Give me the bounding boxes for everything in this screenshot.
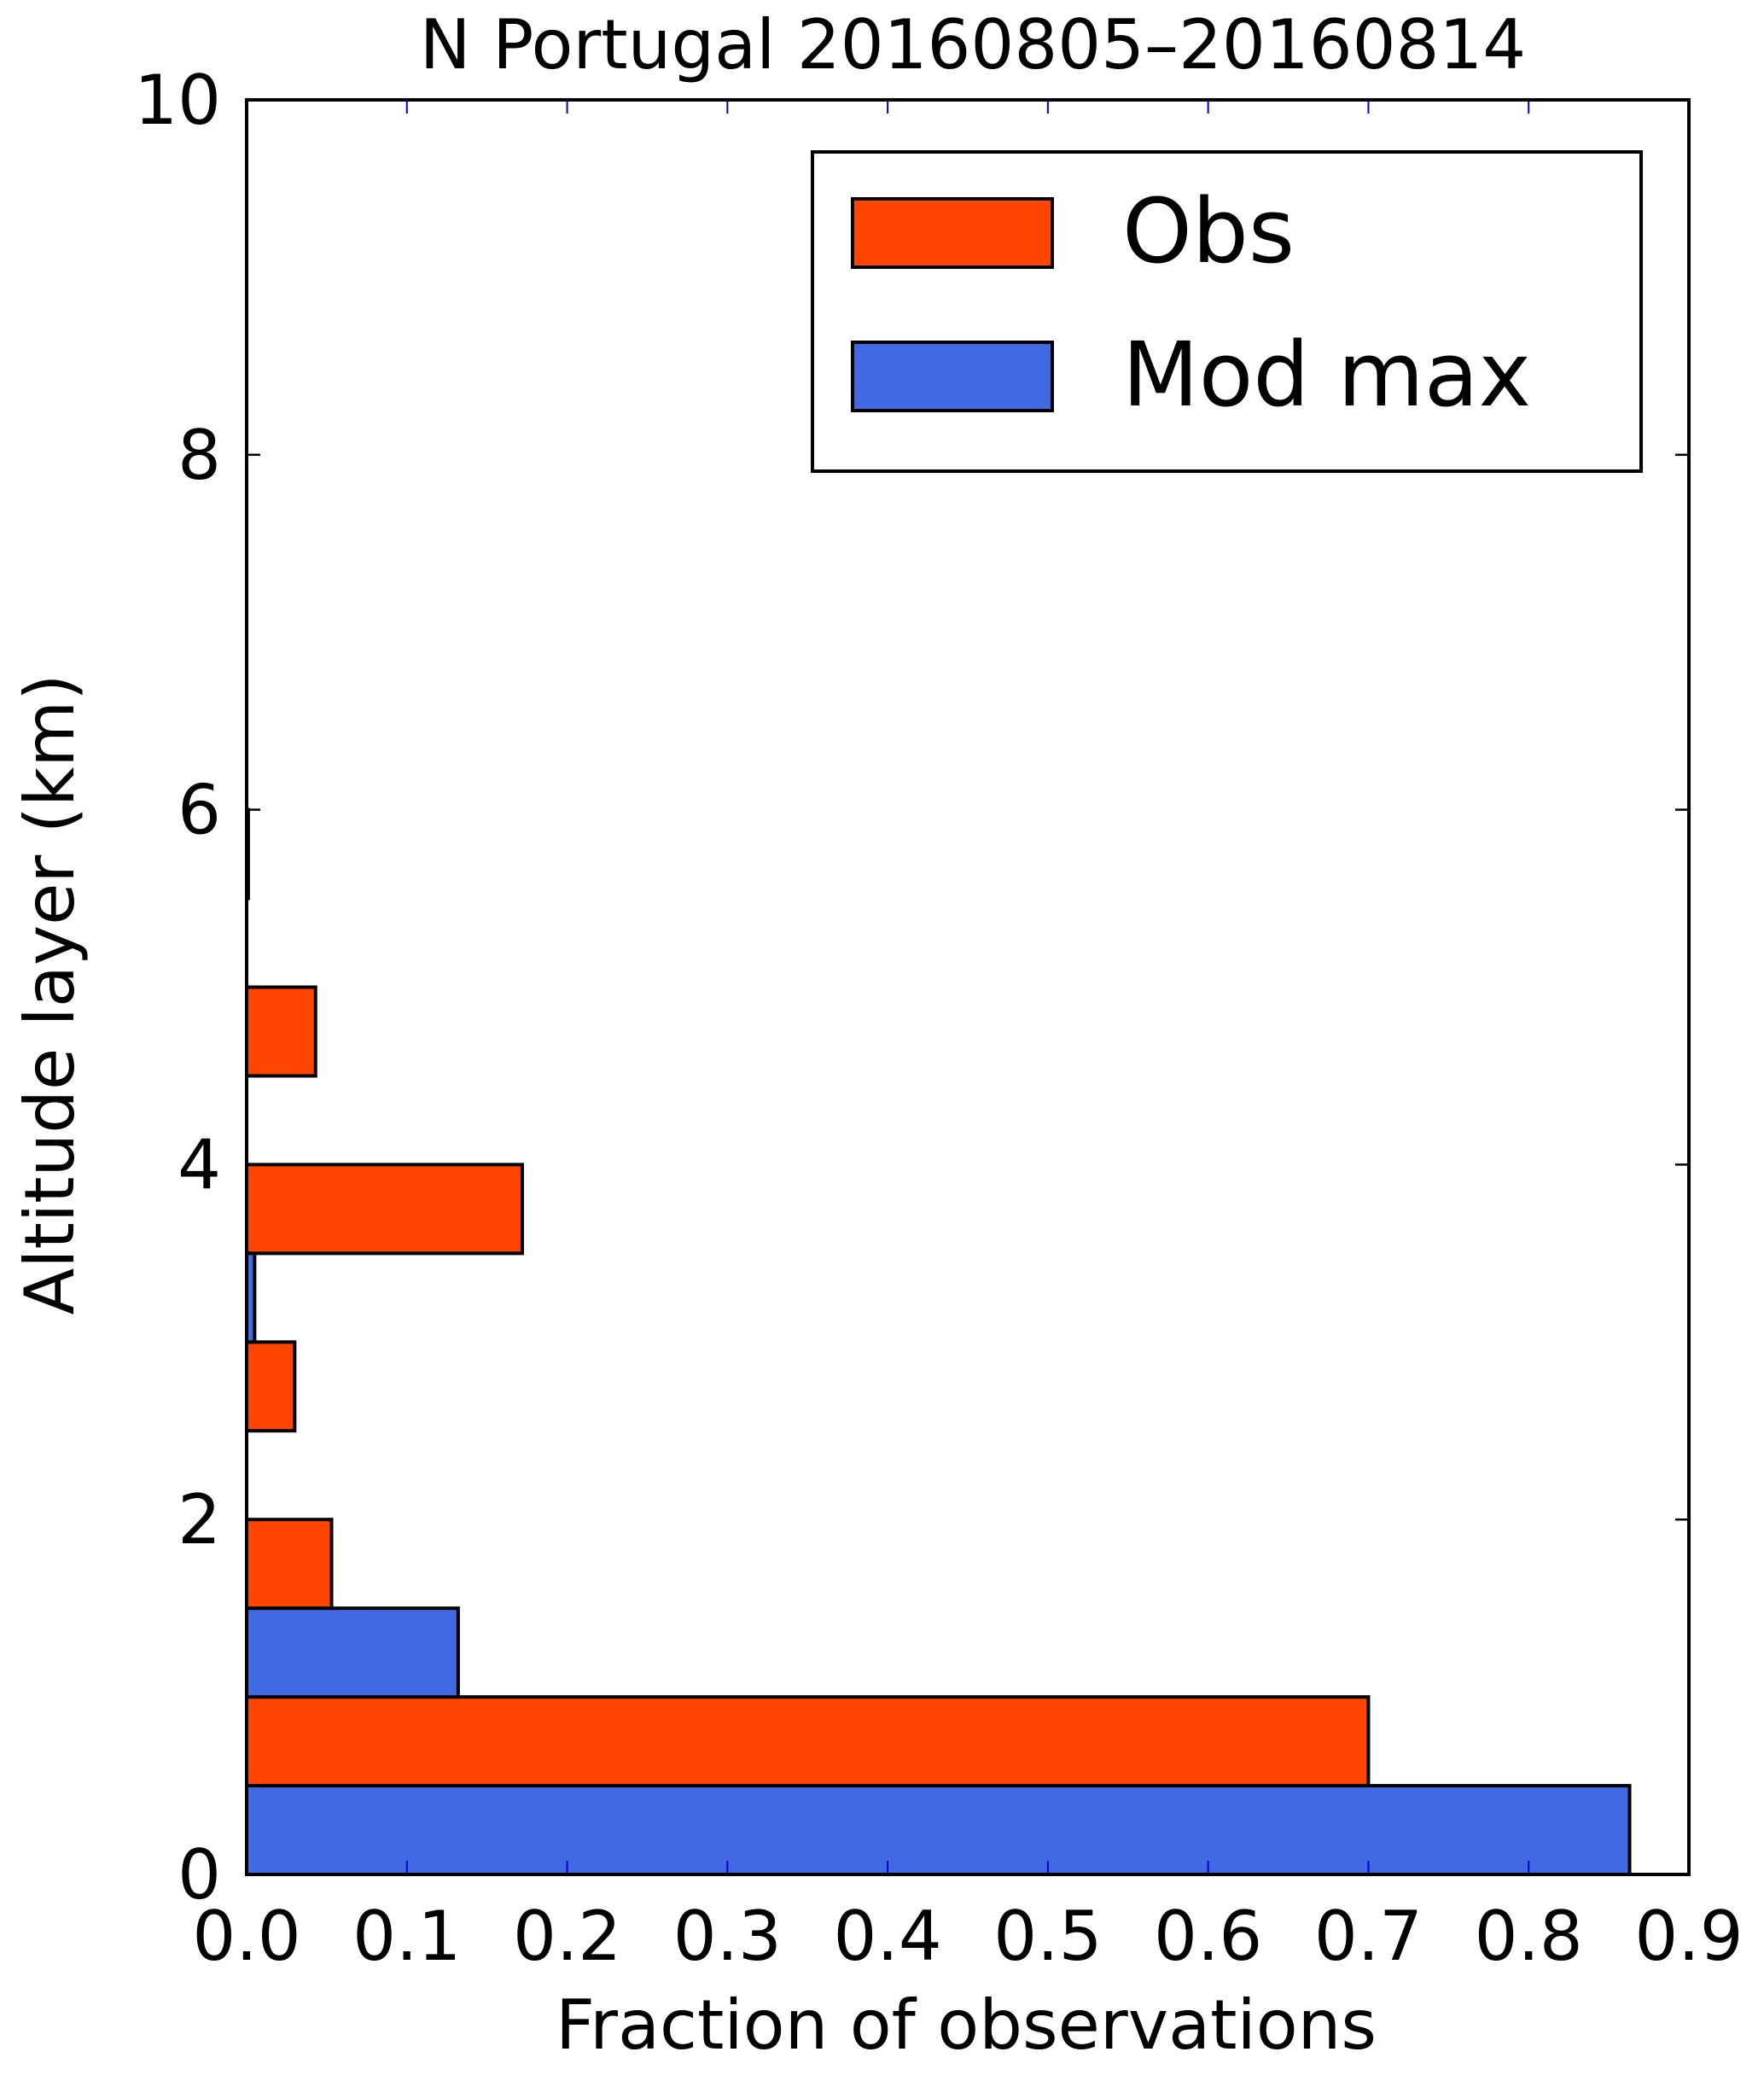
ticks-layer: 0.0 0.1 0.2 0.3 0.4 0.5 0.6 0.7 0.8 0.9 0 2 4 6 8 10 xyxy=(134,61,1743,1976)
y-tick-label-0: 0 xyxy=(178,1835,221,1915)
y-tick-label-3: 6 xyxy=(178,771,221,850)
y-tick-label-1: 2 xyxy=(178,1480,221,1559)
y-tick-label-5: 10 xyxy=(134,61,221,140)
x-tick-label-1: 0.1 xyxy=(352,1897,461,1976)
bar-mod-max-0 xyxy=(245,1784,1632,1877)
y-axis-label: Altitude layer (km) xyxy=(10,674,90,1315)
plot-frame xyxy=(245,98,1691,1876)
x-axis-label: Fraction of observations xyxy=(556,1985,1377,2065)
legend-swatch-obs xyxy=(851,197,1054,269)
x-tick-label-2: 0.2 xyxy=(513,1897,621,1976)
chart-title: N Portugal 20160805–20160814 xyxy=(420,5,1526,85)
bar-mod-max-1 xyxy=(245,1606,460,1699)
y-tick-label-2: 4 xyxy=(178,1125,221,1204)
bars-layer xyxy=(245,807,1632,1877)
bar-obs-1 xyxy=(245,1518,334,1611)
bar-obs-3 xyxy=(245,1163,524,1256)
x-tick-label-4: 0.4 xyxy=(833,1897,941,1976)
x-tick-label-6: 0.6 xyxy=(1154,1897,1262,1976)
legend-label-mod-max: Mod max xyxy=(1122,323,1531,427)
legend: Obs Mod max xyxy=(811,150,1643,473)
x-tick-label-8: 0.8 xyxy=(1475,1897,1583,1976)
legend-label-obs: Obs xyxy=(1122,179,1295,283)
legend-swatch-mod-max xyxy=(851,341,1054,412)
x-tick-label-0: 0.0 xyxy=(192,1897,300,1976)
bar-obs-0 xyxy=(245,1695,1371,1788)
bar-obs-4 xyxy=(245,985,317,1078)
x-tick-label-7: 0.7 xyxy=(1314,1897,1423,1976)
x-tick-label-9: 0.9 xyxy=(1634,1897,1743,1976)
y-tick-label-4: 8 xyxy=(178,416,221,495)
x-tick-label-3: 0.3 xyxy=(673,1897,782,1976)
x-tick-label-5: 0.5 xyxy=(993,1897,1102,1976)
bar-obs-2 xyxy=(245,1340,297,1433)
